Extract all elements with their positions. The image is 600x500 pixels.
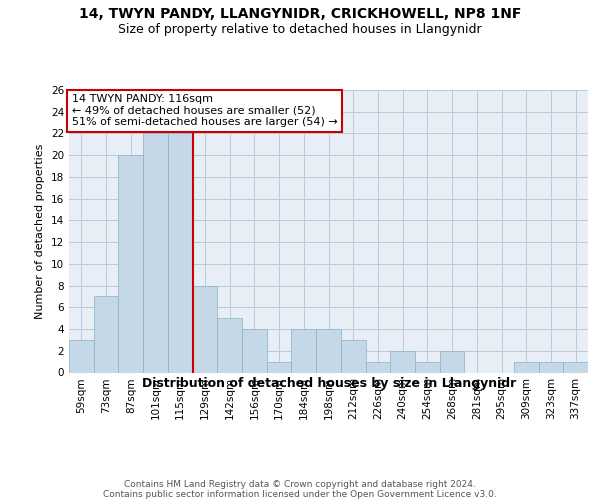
Bar (168, 134, 193, 372)
Bar (118, 155, 143, 372)
Bar (94, 296, 118, 372)
Bar (267, 362, 292, 372)
Bar (292, 329, 316, 372)
Bar (514, 362, 539, 372)
Text: 14 TWYN PANDY: 116sqm
← 49% of detached houses are smaller (52)
51% of semi-deta: 14 TWYN PANDY: 116sqm ← 49% of detached … (71, 94, 337, 128)
Bar (539, 362, 563, 372)
Bar (143, 134, 168, 372)
Bar (415, 362, 440, 372)
Bar (390, 351, 415, 372)
Y-axis label: Number of detached properties: Number of detached properties (35, 144, 46, 319)
Text: Contains HM Land Registry data © Crown copyright and database right 2024.
Contai: Contains HM Land Registry data © Crown c… (103, 480, 497, 499)
Bar (69, 340, 94, 372)
Bar (563, 362, 588, 372)
Bar (316, 329, 341, 372)
Bar (242, 329, 267, 372)
Text: 14, TWYN PANDY, LLANGYNIDR, CRICKHOWELL, NP8 1NF: 14, TWYN PANDY, LLANGYNIDR, CRICKHOWELL,… (79, 8, 521, 22)
Bar (217, 318, 242, 372)
Bar (440, 351, 464, 372)
Bar (193, 286, 217, 372)
Bar (365, 362, 390, 372)
Bar (341, 340, 365, 372)
Text: Distribution of detached houses by size in Llangynidr: Distribution of detached houses by size … (142, 378, 516, 390)
Text: Size of property relative to detached houses in Llangynidr: Size of property relative to detached ho… (118, 22, 482, 36)
